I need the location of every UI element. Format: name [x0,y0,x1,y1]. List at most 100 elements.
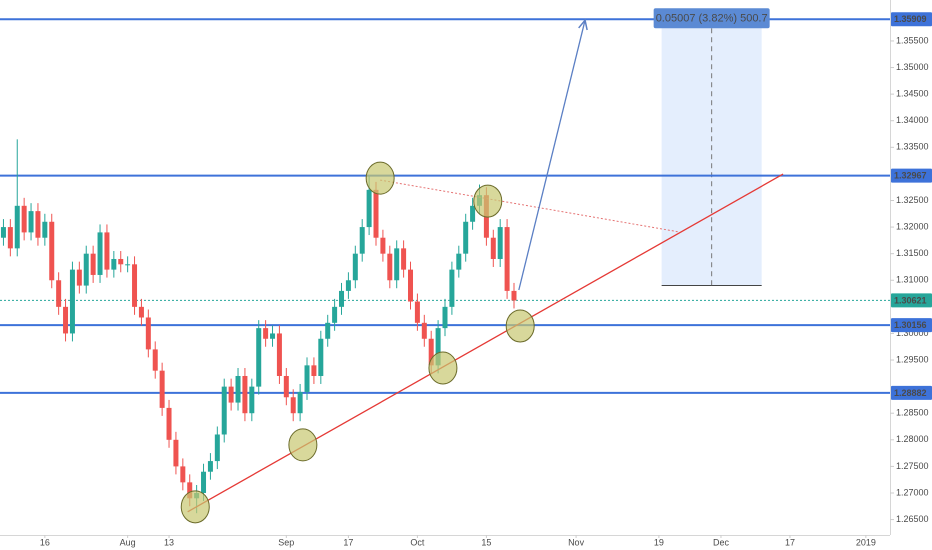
candle-body [118,258,124,265]
marker-ellipse [428,351,458,385]
candle-body [394,248,400,281]
candle-body [490,237,496,259]
candle-body [0,227,6,238]
candle-body [325,322,331,339]
arrow-head [578,18,588,31]
candle-body [42,221,48,238]
candle-body [97,232,103,275]
candle-body [304,365,310,392]
price-label-box [891,318,932,333]
x-tick-label: 17 [785,537,795,547]
marker-ellipse [288,428,318,462]
price-label-box [891,12,932,27]
x-tick-label: Dec [713,537,730,547]
candle-body [76,269,82,286]
candle-body [63,306,69,334]
candle-body [442,306,448,329]
price-label-box [891,168,932,183]
candle-body [318,338,324,376]
candle-body [511,290,517,301]
measure-box [661,19,762,286]
y-tick-label: 1.27000 [896,487,929,497]
candle-body [207,461,213,472]
candle-body [249,386,255,414]
price-label: 1.30621 [894,295,927,305]
x-tick-label: 13 [164,537,174,547]
price-label: 1.32967 [894,171,927,181]
candle-body [125,264,131,266]
candle-body [352,253,358,281]
candle-body [90,253,96,275]
x-tick-label: 19 [654,537,664,547]
x-tick-label: Nov [568,537,585,547]
y-tick-label: 1.31500 [896,248,929,258]
candle-body [263,328,269,339]
candle-body [242,375,248,414]
candle-body [387,253,393,281]
candle-body [159,370,165,408]
y-tick-label: 1.35000 [896,62,929,72]
candle-body [35,211,41,238]
candle-body [132,264,138,307]
y-tick-label: 1.27500 [896,461,929,471]
y-tick-label: 1.28500 [896,408,929,418]
candle-body [166,407,172,440]
candle-body [180,466,186,483]
candle-body [470,205,476,222]
candle-body [421,322,427,339]
x-tick-label: Oct [410,537,425,547]
y-tick-label: 1.32000 [896,221,929,231]
x-tick-label: 16 [40,537,50,547]
candle-body [456,253,462,270]
candle-body [21,205,27,233]
candle-body [145,317,151,350]
candle-body [173,439,179,467]
candle-body [449,269,455,307]
candle-body [373,189,379,238]
y-tick-label: 1.34000 [896,115,929,125]
candle-body [270,333,276,339]
candle-body [14,205,20,249]
marker-ellipse [365,161,395,195]
candle-body [504,227,510,291]
candle-body [380,237,386,254]
candle-body [297,391,303,414]
trend-line [187,173,784,513]
candle-body [187,482,193,499]
y-tick-label: 1.30000 [896,328,929,338]
candle-body [497,227,503,259]
candle-body [228,386,234,403]
candle-body [83,253,89,286]
candle-body [332,306,338,323]
x-tick-label: 17 [343,537,353,547]
candle-body [69,269,75,334]
price-label-box [891,293,932,308]
trend-line [380,179,680,233]
candle-body [311,365,317,376]
candle-body [435,328,441,366]
candle-body [359,227,365,254]
candle-body [138,306,144,318]
candle-body [235,375,241,403]
candle-body [414,301,420,323]
x-tick-label: 2019 [856,537,876,547]
candle-body [201,471,207,493]
price-label-box [891,385,932,400]
trend-line [518,20,586,291]
candle-body [7,227,13,249]
marker-ellipse [473,184,503,218]
candle-body [56,280,62,307]
y-tick-label: 1.29500 [896,354,929,364]
candle-body [28,211,34,233]
x-tick-label: Sep [278,537,294,547]
marker-ellipse [505,309,535,343]
candle-body [345,280,351,291]
measure-label-box [653,8,770,29]
candle-body [276,333,282,376]
y-tick-label: 1.35500 [896,35,929,45]
candle-body [401,248,407,270]
candle-body [283,375,289,398]
x-tick-label: 15 [481,537,491,547]
